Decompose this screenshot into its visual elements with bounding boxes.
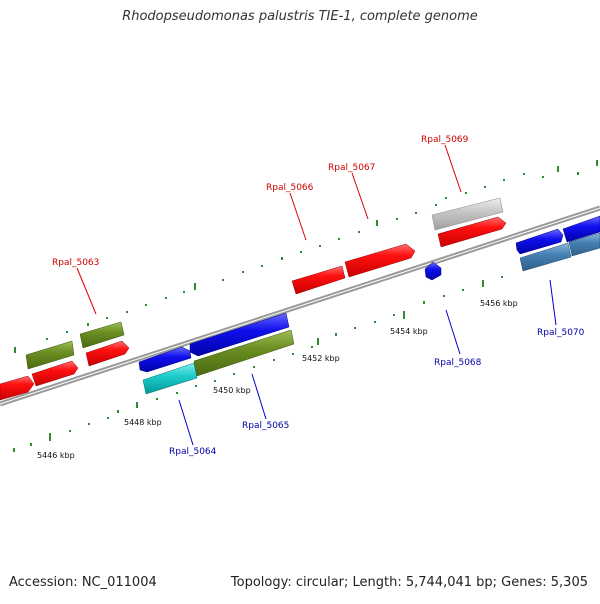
scale-label: 5452 kbp: [302, 354, 340, 363]
gene-label[interactable]: Rpal_5065: [242, 421, 289, 431]
gene-label[interactable]: Rpal_5068: [434, 358, 482, 368]
label-leaders-bottom: [178, 279, 557, 446]
gene-olive-rpal-5065[interactable]: [193, 329, 295, 377]
gene-olive-1[interactable]: [25, 340, 75, 370]
scale-label: 5454 kbp: [390, 327, 428, 336]
scale-labels: 5446 kbp 5448 kbp 5450 kbp 5452 kbp 5454…: [37, 299, 518, 460]
gene-label[interactable]: Rpal_5067: [328, 163, 375, 173]
gene-red-rpal-5067[interactable]: [344, 243, 416, 278]
tick-row-lower: [13, 276, 503, 452]
gene-label[interactable]: Rpal_5064: [169, 447, 217, 457]
tick-row-upper: [14, 160, 598, 353]
accession-label: Accession: NC_011004: [9, 575, 157, 590]
gene-red-rpal-5066[interactable]: [291, 265, 346, 295]
gene-blue-4[interactable]: [562, 215, 600, 243]
scale-label: 5446 kbp: [37, 451, 75, 460]
gene-red-rpal-5069[interactable]: [437, 216, 507, 248]
gene-cyan-rpal-5064[interactable]: [142, 362, 198, 395]
genome-summary: Topology: circular; Length: 5,744,041 bp…: [230, 575, 588, 590]
map-title: Rhodopseudomonas palustris TIE-1, comple…: [122, 9, 478, 24]
scale-label: 5450 kbp: [213, 386, 251, 395]
gene-label[interactable]: Rpal_5069: [421, 135, 469, 145]
gene-red-left-edge[interactable]: [0, 375, 35, 401]
gene-olive-2[interactable]: [79, 321, 125, 349]
gene-label[interactable]: Rpal_5070: [537, 328, 585, 338]
gene-blue-2[interactable]: [189, 312, 290, 357]
gene-label[interactable]: Rpal_5063: [52, 258, 99, 268]
backbone: [0, 205, 600, 407]
gene-gray-rpal-5069[interactable]: [431, 197, 504, 231]
gene-label[interactable]: Rpal_5066: [266, 183, 314, 193]
gene-labels-bottom: Rpal_5064 Rpal_5065 Rpal_5068 Rpal_5070: [169, 328, 585, 457]
label-leaders-top: [76, 144, 462, 315]
scale-label: 5456 kbp: [480, 299, 518, 308]
gene-steel-rpal-5070[interactable]: [519, 232, 600, 272]
gene-labels-top: Rpal_5063 Rpal_5066 Rpal_5067 Rpal_5069: [52, 135, 469, 268]
gene-blue-1[interactable]: [138, 346, 192, 373]
scale-label: 5448 kbp: [124, 418, 162, 427]
gene-red-1[interactable]: [31, 360, 79, 387]
gene-blue-rpal-5068[interactable]: [424, 261, 442, 281]
gene-blue-3[interactable]: [515, 228, 564, 255]
gene-red-2[interactable]: [85, 340, 130, 367]
